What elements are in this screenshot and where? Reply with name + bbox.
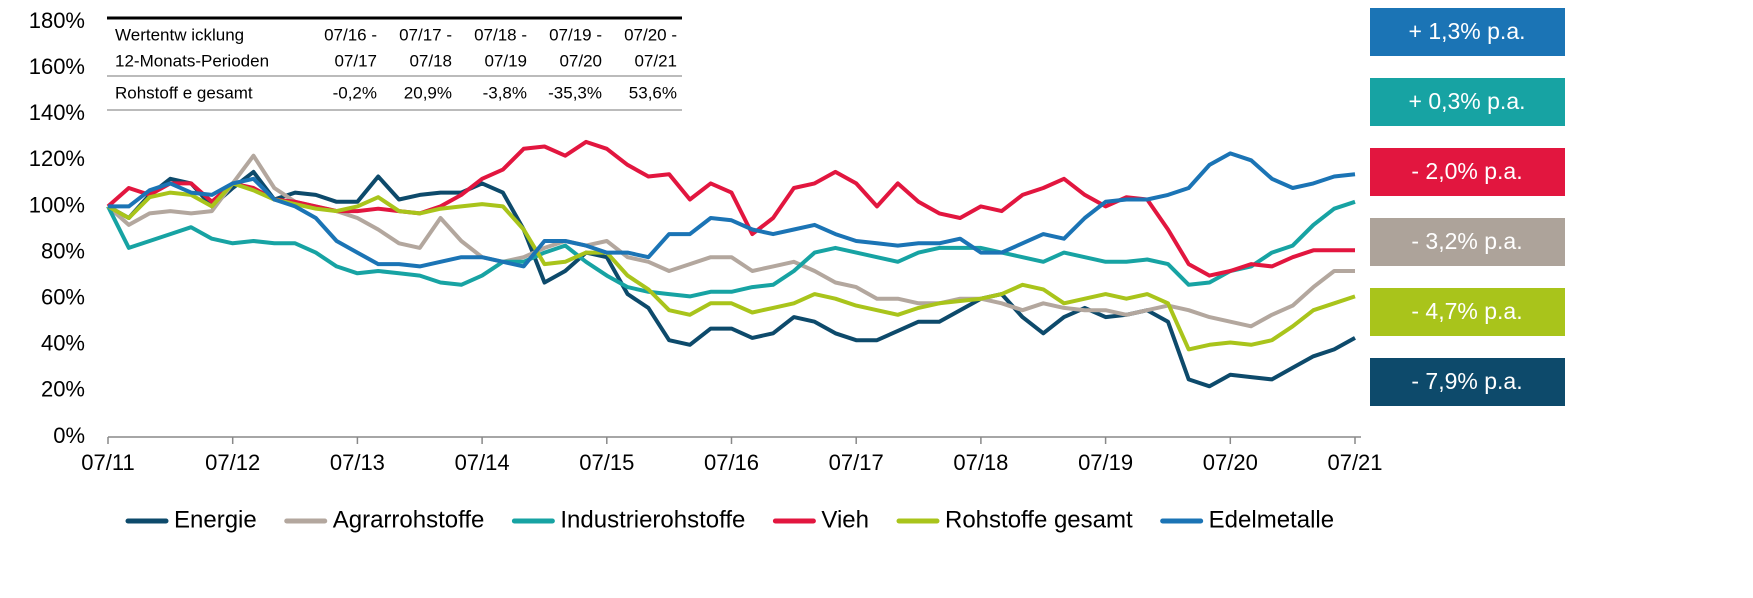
x-tick-label: 07/13 [330,450,385,475]
annotation-box [1370,358,1565,406]
series-line [107,181,1356,352]
annotation-text: - 2,0% p.a. [1411,158,1522,184]
series-line [106,153,1355,329]
annotation-text: - 4,7% p.a. [1411,298,1522,324]
table-cell: -35,3% [548,83,602,102]
annotation-text: + 0,3% p.a. [1409,88,1526,114]
table-cell: Rohstoff e gesamt [115,83,253,102]
annotation-text: - 3,2% p.a. [1411,228,1522,254]
table-cell: 53,6% [629,83,677,102]
y-tick-label: 40% [41,331,85,356]
x-tick-label: 07/20 [1203,450,1258,475]
x-tick-label: 07/11 [81,450,134,475]
table-cell: -0,2% [333,83,377,102]
legend-label: Rohstoffe gesamt [945,506,1133,533]
legend-label: Agrarrohstoffe [333,506,485,533]
series-line [108,151,1356,269]
table-header-cell: 07/20 - [624,25,677,44]
x-tick-label: 07/19 [1078,450,1133,475]
x-tick-label: 07/18 [953,450,1008,475]
y-tick-label: 160% [29,54,85,79]
table-header-cell: Wertentw icklung [115,25,244,44]
y-tick-label: 140% [29,100,85,125]
y-tick-label: 180% [29,8,85,33]
y-tick-label: 20% [41,377,85,402]
table-header-cell: 07/20 [559,51,602,70]
annotation-text: + 1,3% p.a. [1409,18,1526,44]
table-header-cell: 07/19 - [549,25,602,44]
table-cell: 20,9% [404,83,452,102]
table-header-cell: 07/17 - [399,25,452,44]
y-tick-label: 0% [53,423,85,448]
annotation-box [1370,78,1565,126]
annotation-box [1370,148,1565,196]
y-tick-label: 80% [41,238,85,263]
table-header-cell: 07/17 [334,51,377,70]
x-tick-label: 07/12 [205,450,260,475]
y-tick-label: 120% [29,146,85,171]
table-cell: -3,8% [483,83,527,102]
legend-label: Edelmetalle [1209,506,1334,533]
annotation-text: - 7,9% p.a. [1411,368,1522,394]
legend-label: Vieh [821,506,869,533]
series-line [106,199,1356,299]
annotation-box [1370,288,1565,336]
table-header-cell: 07/18 - [474,25,527,44]
table-header-cell: 07/16 - [324,25,377,44]
table-header-cell: 07/18 [409,51,452,70]
legend-label: Industrierohstoffe [560,506,745,533]
table-header-cell: 12-Monats-Perioden [115,51,269,70]
y-tick-label: 60% [41,284,85,309]
annotation-box [1370,218,1565,266]
legend-label: Energie [174,506,257,533]
table-bg [107,18,682,111]
x-tick-label: 07/15 [579,450,634,475]
y-tick-label: 100% [29,192,85,217]
table-header-cell: 07/21 [634,51,677,70]
x-tick-label: 07/16 [704,450,759,475]
annotation-box [1370,8,1565,56]
x-tick-label: 07/21 [1327,450,1382,475]
x-tick-label: 07/14 [455,450,510,475]
table-header-cell: 07/19 [484,51,527,70]
x-tick-label: 07/17 [829,450,884,475]
